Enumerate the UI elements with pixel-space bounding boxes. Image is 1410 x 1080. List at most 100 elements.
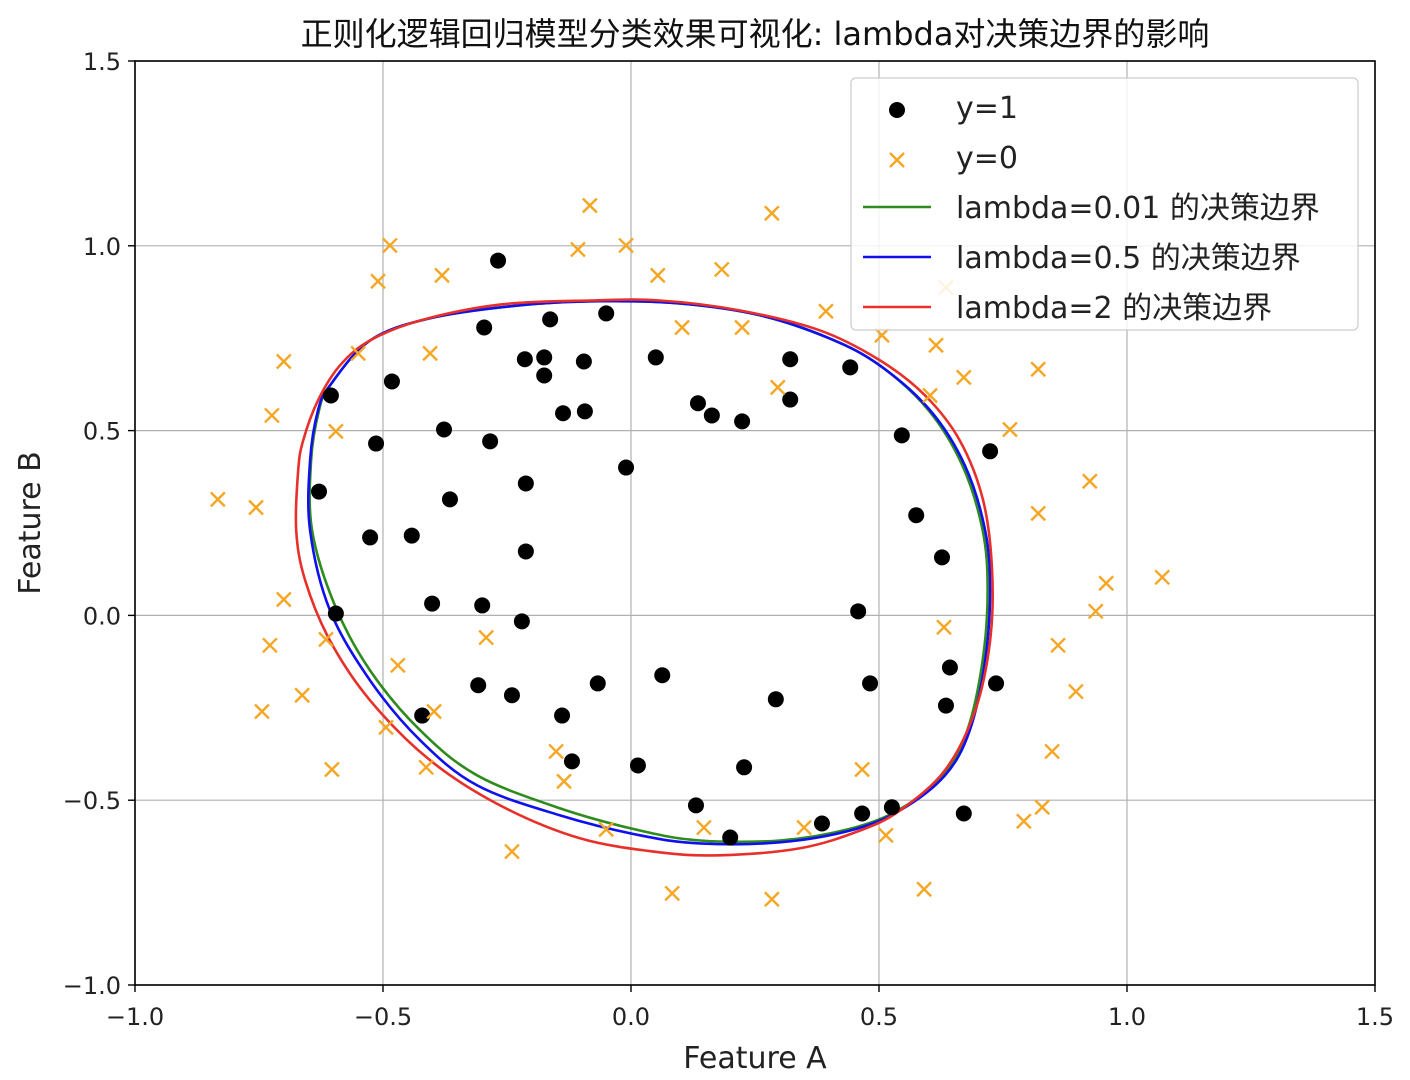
data-point-y0 bbox=[955, 369, 972, 386]
data-point-y1 bbox=[536, 367, 553, 384]
data-point-y0 bbox=[1002, 421, 1018, 438]
data-point-y0 bbox=[734, 319, 750, 336]
data-point-y1 bbox=[703, 407, 720, 424]
data-point-y1 bbox=[536, 349, 553, 366]
axis-ticks: −1.0 −0.5 0.0 0.5 1.0 1.5 −1.0 −0.5 0.0 0.5 1.0 1.5 bbox=[63, 48, 1394, 1031]
data-point-y1 bbox=[813, 815, 830, 832]
data-point-y1 bbox=[647, 349, 664, 366]
data-point-y0 bbox=[275, 353, 292, 370]
data-point-y0 bbox=[916, 881, 932, 898]
data-point-y1 bbox=[908, 507, 925, 524]
data-point-y1 bbox=[368, 435, 385, 452]
legend: y=1 y=0 lambda=0.01 的决策边界 lambda=0.5 的决策边界 l… bbox=[850, 77, 1359, 331]
data-point-y1 bbox=[414, 707, 431, 724]
data-point-y0 bbox=[504, 843, 520, 860]
data-point-y0 bbox=[818, 303, 834, 320]
data-point-y0 bbox=[598, 821, 615, 838]
data-point-y1 bbox=[767, 691, 784, 708]
decision-boundary-3 bbox=[306, 299, 992, 846]
data-point-y0 bbox=[696, 819, 712, 836]
data-point-y0 bbox=[1087, 603, 1104, 620]
data-point-y1 bbox=[542, 311, 559, 328]
y-tick-label: 0.0 bbox=[83, 602, 121, 630]
data-point-y1 bbox=[311, 483, 328, 500]
y-tick-label: −0.5 bbox=[63, 787, 121, 815]
data-point-y0 bbox=[556, 773, 572, 790]
y-tick-label: 1.5 bbox=[83, 48, 121, 76]
data-point-y0 bbox=[382, 237, 398, 254]
data-point-y0 bbox=[370, 273, 386, 290]
data-point-y1 bbox=[689, 395, 706, 412]
data-point-y0 bbox=[209, 491, 226, 508]
data-point-y1 bbox=[513, 613, 530, 630]
data-point-y0 bbox=[922, 387, 938, 404]
y-tick-label: 1.0 bbox=[83, 233, 121, 261]
data-point-y0 bbox=[378, 719, 394, 736]
scatter-points bbox=[209, 197, 1171, 908]
data-point-y1 bbox=[854, 805, 871, 822]
data-point-y0 bbox=[664, 885, 681, 902]
data-point-y1 bbox=[687, 797, 704, 814]
data-point-y1 bbox=[403, 527, 420, 544]
data-point-y1 bbox=[327, 605, 344, 622]
legend-marker-y0 bbox=[889, 152, 905, 168]
data-point-y1 bbox=[937, 697, 954, 714]
data-point-y0 bbox=[581, 197, 598, 214]
data-point-y0 bbox=[796, 819, 812, 836]
data-point-y1 bbox=[441, 491, 458, 508]
chart-title: 正则化逻辑回归模型分类效果可视化: lambda对决策边界的影响 bbox=[301, 15, 1210, 53]
data-point-y1 bbox=[589, 675, 606, 692]
data-point-y0 bbox=[570, 241, 586, 258]
x-tick-label: 0.5 bbox=[860, 1003, 898, 1031]
decision-boundary-4 bbox=[294, 298, 995, 857]
data-point-y1 bbox=[436, 421, 453, 438]
x-tick-label: −1.0 bbox=[106, 1003, 164, 1031]
data-point-y0 bbox=[422, 345, 438, 362]
data-point-y0 bbox=[1068, 683, 1084, 700]
data-point-y1 bbox=[482, 433, 499, 450]
data-point-y0 bbox=[318, 631, 334, 648]
data-point-y0 bbox=[328, 423, 344, 440]
x-tick-label: 1.0 bbox=[1108, 1003, 1146, 1031]
data-point-y0 bbox=[426, 703, 442, 720]
data-point-y1 bbox=[322, 387, 339, 404]
legend-marker-y1 bbox=[889, 102, 905, 118]
data-point-y1 bbox=[734, 413, 751, 430]
data-point-y1 bbox=[782, 351, 799, 368]
data-point-y0 bbox=[254, 703, 270, 720]
data-point-y1 bbox=[893, 427, 910, 444]
x-tick-label: −0.5 bbox=[354, 1003, 412, 1031]
data-point-y0 bbox=[713, 261, 730, 278]
data-point-y1 bbox=[517, 543, 534, 560]
data-point-y0 bbox=[418, 759, 435, 776]
data-point-y1 bbox=[424, 595, 441, 612]
data-point-y1 bbox=[503, 687, 520, 704]
data-point-y0 bbox=[1081, 473, 1098, 490]
data-point-y0 bbox=[1098, 575, 1115, 592]
data-point-y1 bbox=[842, 359, 859, 376]
y-tick-label: 0.5 bbox=[83, 418, 121, 446]
data-point-y0 bbox=[548, 743, 564, 760]
data-point-y1 bbox=[554, 707, 571, 724]
data-point-y0 bbox=[1034, 799, 1051, 816]
data-point-y0 bbox=[294, 687, 311, 704]
data-point-y1 bbox=[563, 753, 580, 770]
y-axis-label: Feature B bbox=[13, 451, 48, 594]
data-point-y0 bbox=[275, 591, 292, 608]
data-point-y1 bbox=[383, 373, 400, 390]
legend-label: y=0 bbox=[956, 141, 1018, 176]
data-point-y0 bbox=[1030, 361, 1047, 378]
data-point-y1 bbox=[576, 403, 593, 420]
data-point-y1 bbox=[933, 549, 950, 566]
data-point-y1 bbox=[598, 305, 615, 322]
legend-label: lambda=0.5 的决策边界 bbox=[956, 241, 1301, 276]
data-point-y0 bbox=[350, 345, 367, 362]
data-point-y1 bbox=[629, 757, 646, 774]
x-tick-label: 1.5 bbox=[1356, 1003, 1394, 1031]
data-point-y1 bbox=[470, 677, 487, 694]
data-point-y0 bbox=[769, 379, 786, 396]
data-point-y1 bbox=[862, 675, 879, 692]
data-point-y0 bbox=[878, 827, 894, 844]
data-point-y1 bbox=[618, 459, 635, 476]
